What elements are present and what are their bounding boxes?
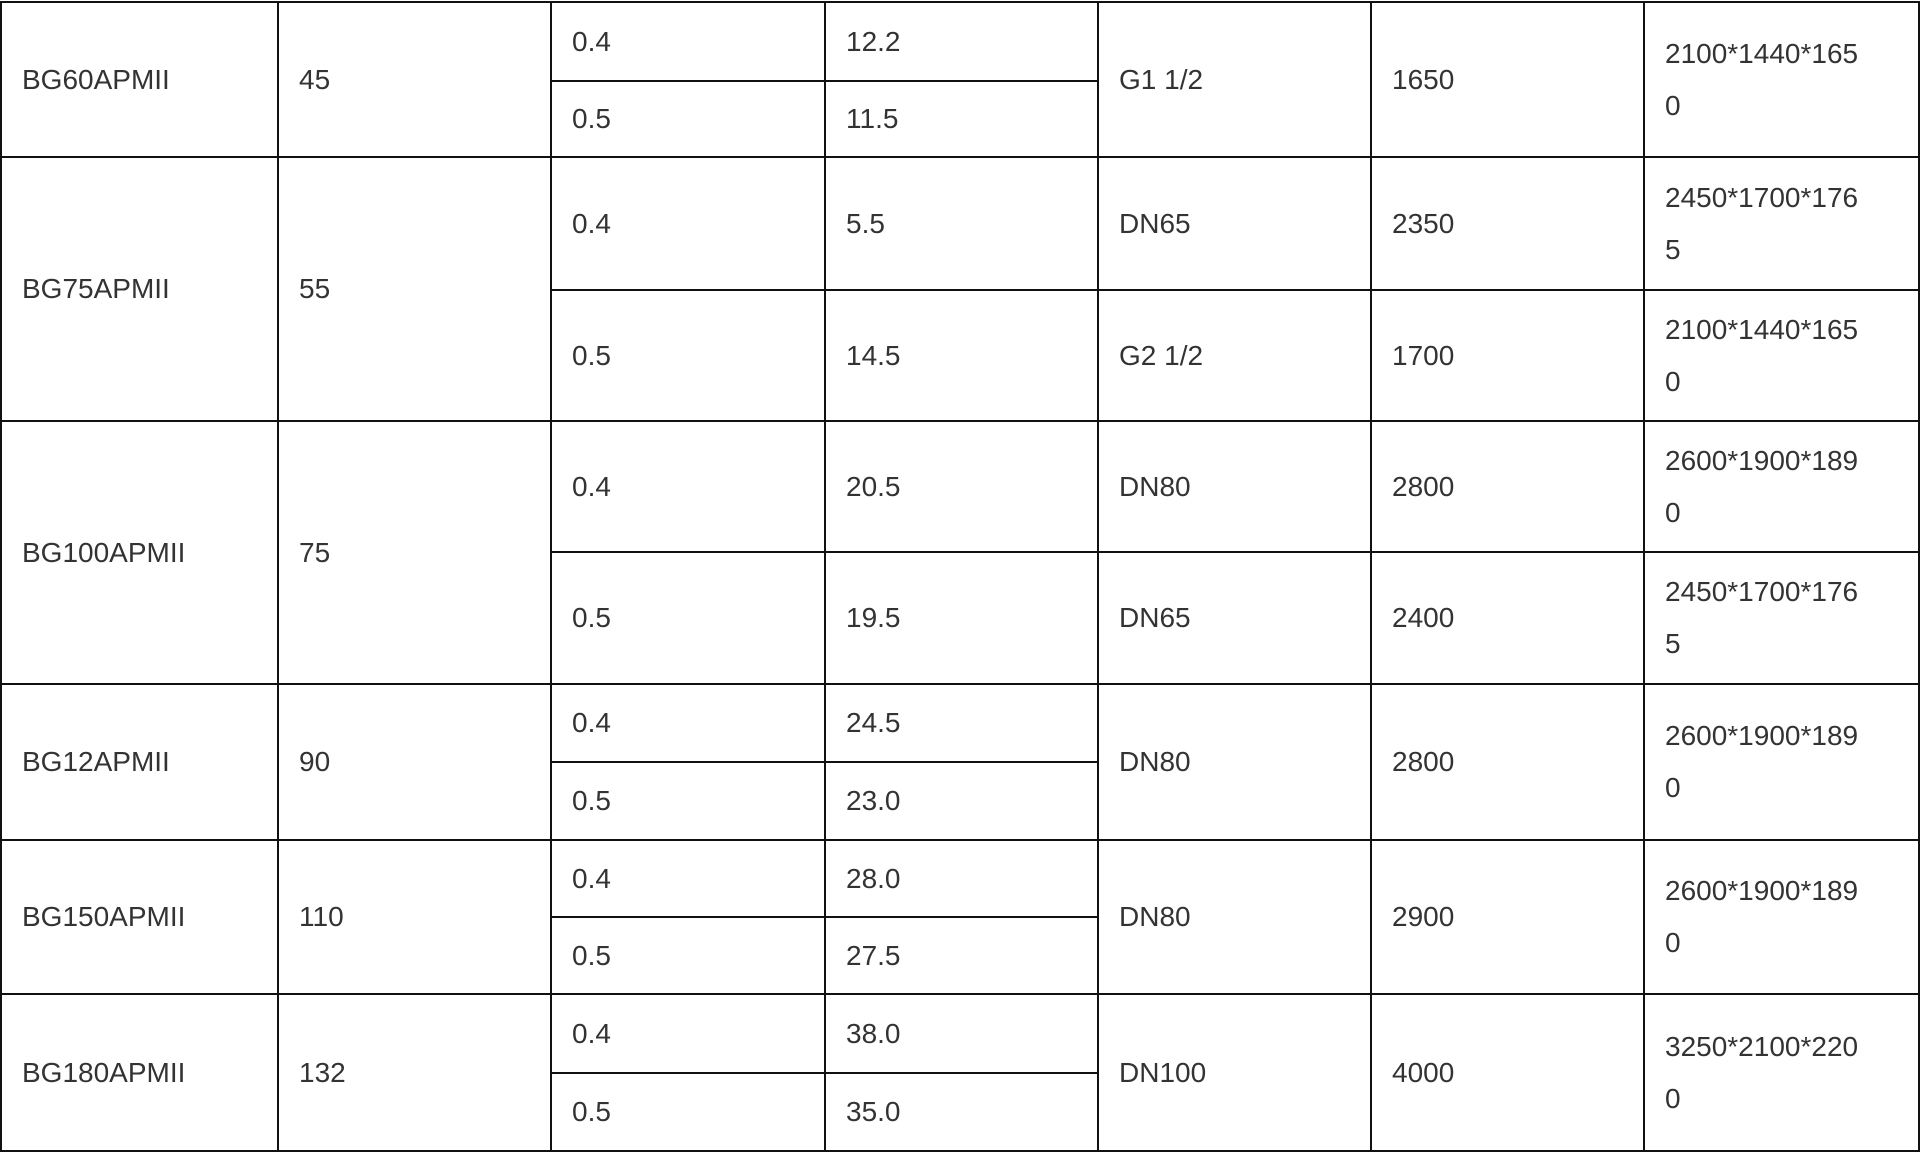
table-row: 0.5 23.0 — [1, 761, 1919, 841]
dimensions-cell-text: 2600*1900*1890 — [1665, 444, 1859, 528]
outlet-cell: DN100 — [1097, 993, 1372, 1152]
pressure-cell: 0.4 — [550, 683, 826, 763]
model-cell: BG60APMII — [0, 1, 279, 158]
power-cell: 75 — [277, 420, 552, 685]
table-row: BG180APMII 132 0.4 38.0 DN100 4000 3250*2100*2… — [0, 993, 1920, 1152]
weight-cell: 1650 — [1370, 1, 1645, 158]
pressure-cell: 0.5 — [550, 80, 826, 158]
dimensions-cell-text: 2100*1440*1650 — [1665, 313, 1859, 397]
outlet-cell: DN65 — [1097, 156, 1372, 291]
dimensions-cell: 2600*1900*1890 — [1643, 839, 1920, 995]
outlet-cell: DN65 — [1097, 551, 1372, 685]
outlet-cell: G2 1/2 — [1097, 289, 1372, 422]
dimensions-cell: 2600*1900*1890 — [1643, 683, 1920, 841]
flow-cell: 27.5 — [824, 916, 1099, 995]
dimensions-cell-text: 2450*1700*1765 — [1665, 181, 1859, 265]
model-cell: BG12APMII — [0, 683, 279, 841]
table-row: BG100APMII 75 0.4 20.5 DN80 2800 2600*1900*189… — [0, 420, 1920, 685]
pressure-cell: 0.5 — [550, 761, 826, 841]
flow-cell: 11.5 — [824, 80, 1099, 158]
pressure-cell: 0.5 — [550, 1072, 826, 1152]
dimensions-cell: 2100*1440*1650 — [1643, 1, 1920, 158]
dimensions-cell-text: 3250*2100*2200 — [1665, 1030, 1859, 1114]
pressure-cell: 0.4 — [550, 156, 826, 291]
power-cell: 132 — [277, 993, 552, 1152]
flow-cell: 20.5 — [824, 420, 1099, 553]
table-row: BG75APMII 55 0.4 5.5 DN65 2350 2450*1700*1765 — [0, 156, 1920, 422]
table-row: 0.5 19.5 DN65 2400 2450*1700*1765 — [1, 551, 1920, 685]
power-cell: 55 — [277, 156, 552, 422]
weight-cell: 2800 — [1370, 683, 1645, 841]
outlet-cell: DN80 — [1097, 683, 1372, 841]
model-cell: BG100APMII — [0, 420, 279, 685]
flow-cell: 35.0 — [824, 1072, 1099, 1152]
flow-cell: 24.5 — [824, 683, 1099, 763]
flow-cell: 38.0 — [824, 993, 1099, 1074]
flow-cell: 23.0 — [824, 761, 1099, 841]
outlet-cell: DN80 — [1097, 839, 1372, 995]
table-row: 0.5 35.0 — [1, 1072, 1919, 1152]
outlet-cell: G1 1/2 — [1097, 1, 1372, 158]
pressure-cell: 0.5 — [550, 551, 826, 685]
flow-cell: 12.2 — [824, 1, 1099, 82]
flow-cell: 28.0 — [824, 839, 1099, 918]
dimensions-cell: 2450*1700*1765 — [1643, 551, 1920, 685]
dimensions-cell: 2450*1700*1765 — [1643, 156, 1920, 291]
power-cell: 90 — [277, 683, 552, 841]
flow-cell: 19.5 — [824, 551, 1099, 685]
table-row: BG150APMII 110 0.4 28.0 DN80 2900 2600*1900*18… — [0, 839, 1920, 995]
outlet-cell: DN80 — [1097, 420, 1372, 553]
pressure-cell: 0.4 — [550, 993, 826, 1074]
dimensions-cell: 2600*1900*1890 — [1643, 420, 1920, 553]
weight-cell: 2400 — [1370, 551, 1645, 685]
table-row: 0.5 11.5 — [1, 80, 1919, 158]
dimensions-cell: 3250*2100*2200 — [1643, 993, 1920, 1152]
flow-cell: 14.5 — [824, 289, 1099, 422]
pressure-cell: 0.4 — [550, 420, 826, 553]
dimensions-cell: 2100*1440*1650 — [1643, 289, 1920, 422]
weight-cell: 2900 — [1370, 839, 1645, 995]
model-cell: BG180APMII — [0, 993, 279, 1152]
table-row: 0.5 14.5 G2 1/2 1700 2100*1440*1650 — [1, 289, 1920, 422]
weight-cell: 2350 — [1370, 156, 1645, 291]
dimensions-cell-text: 2450*1700*1765 — [1665, 576, 1859, 659]
model-cell: BG75APMII — [0, 156, 279, 422]
weight-cell: 4000 — [1370, 993, 1645, 1152]
power-cell: 110 — [277, 839, 552, 995]
pressure-cell: 0.5 — [550, 289, 826, 422]
table-row: 0.5 27.5 — [1, 916, 1919, 995]
dimensions-cell-text: 2600*1900*1890 — [1665, 875, 1859, 958]
pressure-cell: 0.5 — [550, 916, 826, 995]
dimensions-cell-text: 2600*1900*1890 — [1665, 720, 1859, 803]
pressure-cell: 0.4 — [550, 1, 826, 82]
table-row: BG60APMII 45 0.4 12.2 G1 1/2 1650 2100*1440*16… — [0, 1, 1920, 158]
dimensions-cell-text: 2100*1440*1650 — [1665, 37, 1859, 121]
weight-cell: 2800 — [1370, 420, 1645, 553]
flow-cell: 5.5 — [824, 156, 1099, 291]
power-cell: 45 — [277, 1, 552, 158]
pressure-cell: 0.4 — [550, 839, 826, 918]
table-row: BG12APMII 90 0.4 24.5 DN80 2800 2600*1900*1890 — [0, 683, 1920, 841]
model-cell: BG150APMII — [0, 839, 279, 995]
weight-cell: 1700 — [1370, 289, 1645, 422]
